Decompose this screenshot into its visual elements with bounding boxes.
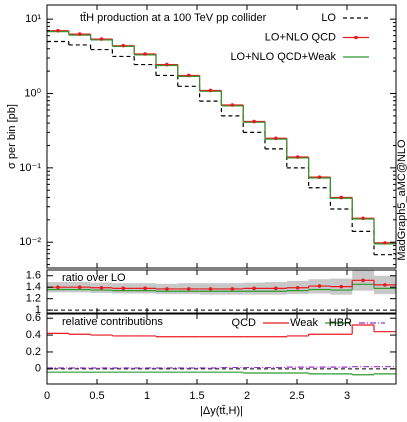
legend-label: LO+NLO QCD+Weak xyxy=(230,51,336,63)
x-tick-label: 2 xyxy=(244,390,250,402)
data-point xyxy=(230,103,235,107)
data-point xyxy=(186,73,191,78)
data-point xyxy=(165,62,169,67)
data-point xyxy=(361,216,365,221)
data-point xyxy=(295,285,300,290)
panel-annotation: relative contributions xyxy=(62,316,163,328)
plot-area xyxy=(47,30,396,256)
y-tick-label: 10⁰ xyxy=(24,87,41,99)
data-point xyxy=(121,43,126,48)
y-tick-label: 10⁻² xyxy=(19,236,41,248)
data-point xyxy=(208,287,213,291)
data-point xyxy=(317,284,322,288)
axes-frame xyxy=(46,313,397,385)
legend-label: LO+NLO QCD xyxy=(265,31,336,43)
data-point xyxy=(383,241,387,245)
y-tick-label: 0 xyxy=(35,363,41,375)
data-point xyxy=(208,88,213,93)
data-point xyxy=(56,285,60,290)
data-point xyxy=(339,284,344,289)
data-point xyxy=(295,155,300,159)
y-tick-label: 0.2 xyxy=(26,346,41,358)
y-tick-label: 10⁻¹ xyxy=(19,162,41,174)
legend-label: Weak xyxy=(290,317,318,329)
data-point xyxy=(56,28,60,33)
data-point xyxy=(143,286,147,291)
panel-annotation: ratio over LO xyxy=(62,272,126,284)
x-tick-label: 0.5 xyxy=(89,390,104,402)
data-point xyxy=(143,52,147,56)
y-tick-label: 1.6 xyxy=(26,270,41,282)
y-tick-label: 1.2 xyxy=(26,293,41,305)
data-point xyxy=(230,287,235,291)
legend-label: LO xyxy=(321,12,336,24)
y-tick-label: 1 xyxy=(35,304,41,316)
y-tick-label: 1.4 xyxy=(26,281,41,293)
data-point xyxy=(99,37,104,41)
data-point xyxy=(274,136,278,141)
data-point xyxy=(165,287,169,291)
plot-area xyxy=(47,324,396,376)
axes-frame xyxy=(46,4,397,269)
data-point xyxy=(383,283,387,287)
data-point xyxy=(186,287,191,291)
data-point xyxy=(361,278,365,283)
x-tick-label: 2.5 xyxy=(289,390,304,402)
watermark: MadGraph5_aMC@NLO xyxy=(396,139,407,261)
x-tick-label: 0 xyxy=(44,390,50,402)
data-point xyxy=(77,32,82,36)
x-axis-label: |Δy(tt̄,H)| xyxy=(200,405,243,417)
x-tick-label: 1 xyxy=(144,390,150,402)
data-point xyxy=(317,175,322,179)
y-tick-label: 10¹ xyxy=(25,13,41,25)
y-axis-label: σ per bin [pb] xyxy=(6,104,18,169)
data-point xyxy=(339,195,344,200)
x-tick-label: 1.5 xyxy=(189,390,204,402)
data-point xyxy=(121,286,126,291)
y-tick-label: 0.6 xyxy=(26,312,41,324)
legend-marker xyxy=(354,35,358,40)
chart-title: tt̄H production at a 100 TeV pp collider xyxy=(80,12,267,24)
y-tick-label: 0.4 xyxy=(26,329,41,341)
legend-label: HBR xyxy=(329,317,352,329)
axes-frame xyxy=(46,269,397,314)
data-point xyxy=(77,285,82,290)
data-point xyxy=(252,286,256,291)
legend-label: QCD xyxy=(232,317,257,329)
data-point xyxy=(274,286,278,291)
data-point xyxy=(99,285,104,290)
data-point xyxy=(252,119,256,124)
x-tick-label: 3 xyxy=(344,390,350,402)
